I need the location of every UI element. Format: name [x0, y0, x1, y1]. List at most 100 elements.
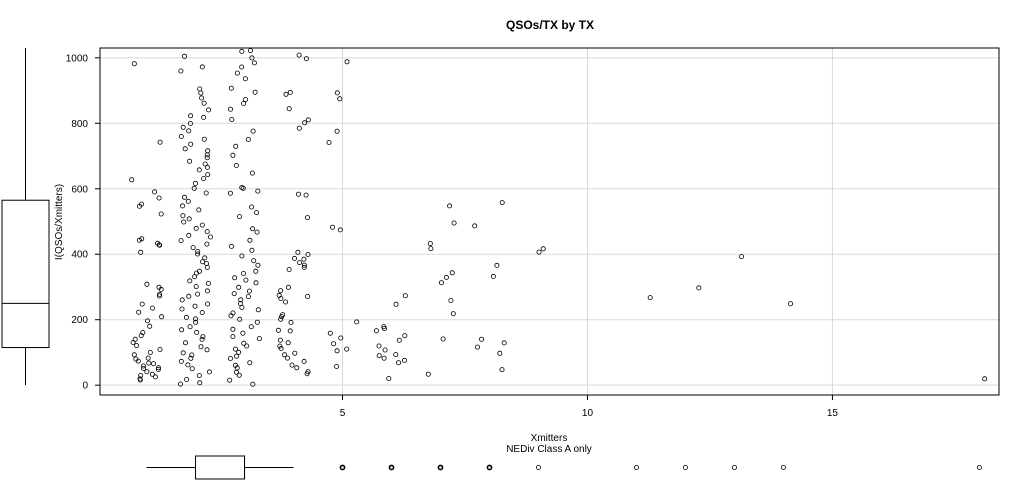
data-point [187, 121, 193, 127]
data-point [138, 249, 144, 255]
data-point [382, 347, 388, 353]
data-point [232, 275, 238, 281]
data-point [296, 52, 302, 58]
data-point [186, 216, 192, 222]
data-point [229, 117, 235, 123]
data-point [251, 258, 257, 264]
data-point [201, 176, 207, 182]
data-point [200, 334, 206, 340]
data-point [192, 316, 198, 322]
data-point [275, 327, 281, 333]
data-point [334, 90, 340, 96]
x-box-outlier [535, 464, 541, 470]
data-point [327, 330, 333, 336]
data-point [449, 270, 455, 276]
data-point [192, 303, 198, 309]
data-point [283, 91, 289, 97]
data-point [303, 56, 309, 62]
data-point [501, 340, 507, 346]
data-point [450, 311, 456, 317]
data-point [288, 319, 294, 325]
data-point [243, 97, 249, 103]
data-point [253, 280, 259, 286]
data-point [294, 365, 300, 371]
data-point [227, 355, 233, 361]
data-point [381, 355, 387, 361]
data-point [204, 288, 210, 294]
data-point [291, 255, 297, 261]
data-point [178, 358, 184, 364]
data-point [136, 237, 142, 243]
data-point [195, 291, 201, 297]
data-point [204, 152, 210, 158]
data-point [301, 262, 307, 268]
data-point [204, 347, 210, 353]
data-point [337, 96, 343, 102]
data-point [191, 185, 197, 191]
data-point [285, 340, 291, 346]
data-point [490, 273, 496, 279]
data-point [301, 264, 307, 270]
data-point [189, 366, 195, 372]
data-point [396, 360, 402, 366]
data-point [152, 374, 158, 380]
data-point [152, 189, 158, 195]
data-point [647, 295, 653, 301]
data-point [188, 355, 194, 361]
data-point [145, 355, 151, 361]
data-point [202, 255, 208, 261]
data-point [131, 61, 137, 67]
x-box-outlier [339, 464, 346, 471]
data-point [354, 319, 360, 325]
data-point [159, 314, 165, 320]
data-point [255, 307, 261, 313]
data-point [136, 309, 142, 315]
data-point [249, 247, 255, 253]
data-point [199, 309, 205, 315]
data-point [240, 270, 246, 276]
data-point [156, 195, 162, 201]
data-point [286, 106, 292, 112]
data-point [240, 330, 246, 336]
data-point [201, 100, 207, 106]
data-point [177, 381, 183, 387]
chart-subtitle: NEDiv Class A only [506, 444, 592, 455]
data-point [255, 188, 261, 194]
data-point [204, 241, 210, 247]
data-point [334, 348, 340, 354]
data-point [204, 264, 210, 270]
data-point [195, 248, 201, 254]
data-point [248, 324, 254, 330]
data-point [427, 241, 433, 247]
data-point [233, 162, 239, 168]
data-point [196, 207, 202, 213]
data-point [228, 85, 234, 91]
data-point [139, 301, 145, 307]
data-point [376, 343, 382, 349]
data-point [138, 333, 144, 339]
data-point [739, 254, 745, 260]
data-point [295, 191, 301, 197]
data-point [247, 360, 253, 366]
data-point [305, 251, 311, 257]
data-point [279, 314, 285, 320]
data-point [337, 227, 343, 233]
data-point [181, 53, 187, 59]
data-point [237, 316, 243, 322]
data-point [344, 59, 350, 65]
data-point [329, 224, 335, 230]
data-point [254, 319, 260, 325]
data-point [244, 343, 250, 349]
data-point [182, 340, 188, 346]
data-point [402, 333, 408, 339]
data-point [305, 117, 311, 123]
data-point [536, 249, 542, 255]
y-box [1, 199, 50, 349]
data-points [129, 48, 988, 387]
data-point [296, 260, 302, 266]
data-point [284, 355, 290, 361]
x-marginal-boxplot [146, 455, 982, 480]
data-point [186, 232, 192, 238]
data-point [185, 198, 191, 204]
x-box-outlier [976, 464, 982, 470]
